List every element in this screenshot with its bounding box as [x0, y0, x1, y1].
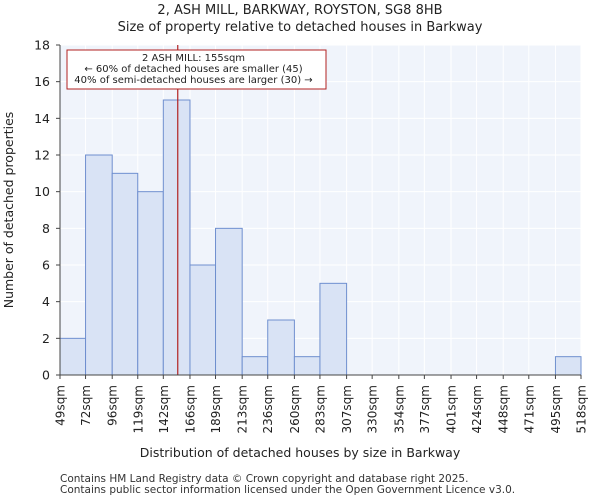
- x-tick-label: 96sqm: [106, 385, 120, 426]
- bar-236sqm: [267, 319, 295, 376]
- y-tick-label: 8: [42, 221, 50, 236]
- annotation-line-3: 40% of semi-detached houses are larger (…: [74, 75, 312, 86]
- bar-72sqm: [85, 154, 113, 376]
- x-tick-label: 518sqm: [575, 385, 589, 433]
- x-tick-label: 424sqm: [470, 385, 484, 433]
- x-tick-label: 49sqm: [54, 385, 68, 426]
- x-tick-label: 471sqm: [522, 385, 536, 433]
- x-tick-label: 283sqm: [313, 385, 327, 433]
- y-tick-label: 10: [34, 184, 50, 199]
- y-axis-label: Number of detached properties: [1, 112, 16, 309]
- chart-title: 2, ASH MILL, BARKWAY, ROYSTON, SG8 8HB: [157, 3, 443, 18]
- y-tick-label: 18: [34, 38, 50, 53]
- x-tick-label: 166sqm: [183, 385, 197, 433]
- gridlines: [59, 44, 582, 376]
- y-tick-label: 0: [42, 368, 50, 383]
- marker: 2 ASH MILL: 155sqm← 60% of detached hous…: [66, 45, 327, 375]
- bar-189sqm: [215, 227, 243, 376]
- y-tick-label: 2: [42, 331, 50, 346]
- axes: 0 2 4 6 8 10 12 14 16 18 49sqm 72sqm 96sqm 119sqm 142s…: [34, 38, 588, 434]
- x-tick-label: 495sqm: [549, 385, 563, 433]
- bar-96sqm: [111, 172, 139, 376]
- x-tick-label: 119sqm: [131, 385, 145, 433]
- x-tick-label: 236sqm: [261, 385, 275, 433]
- histogram-chart: 2 ASH MILL: 155sqm← 60% of detached hous…: [1, 38, 589, 461]
- x-tick-label: 401sqm: [445, 385, 459, 433]
- footer-line-2: Contains public sector information licen…: [60, 484, 516, 496]
- bar-49sqm: [59, 337, 87, 376]
- annotation-line-1: 2 ASH MILL: 155sqm: [142, 53, 245, 64]
- bar-119sqm: [137, 191, 164, 376]
- x-tick-label: 213sqm: [236, 385, 250, 433]
- bar-213sqm: [241, 356, 269, 376]
- y-tick-label: 12: [34, 148, 50, 163]
- x-tick-label: 448sqm: [497, 385, 511, 433]
- annotation-line-2: ← 60% of detached houses are smaller (45…: [84, 64, 302, 75]
- y-tick-label: 14: [34, 111, 50, 126]
- annotation-box: [66, 49, 327, 90]
- footer-line-1: Contains HM Land Registry data © Crown c…: [60, 473, 469, 485]
- x-tick-label: 260sqm: [288, 385, 302, 433]
- y-tick-label: 16: [34, 74, 50, 89]
- y-tick-label: 4: [42, 294, 50, 309]
- bar-283sqm: [319, 282, 348, 376]
- x-tick-label: 307sqm: [340, 385, 354, 433]
- bar-495sqm: [554, 356, 582, 376]
- x-tick-label: 330sqm: [366, 385, 380, 433]
- bar-260sqm: [293, 356, 321, 376]
- x-tick-label: 354sqm: [392, 385, 406, 433]
- y-tick-label: 6: [42, 258, 50, 273]
- x-tick-label: 377sqm: [418, 385, 432, 433]
- bar-142sqm: [162, 99, 191, 376]
- x-axis-label: Distribution of detached houses by size …: [140, 445, 461, 460]
- x-tick-label: 189sqm: [209, 385, 223, 433]
- bar-166sqm: [189, 264, 217, 376]
- chart-subtitle: Size of property relative to detached ho…: [117, 20, 483, 35]
- bars: [59, 99, 582, 376]
- x-tick-label: 142sqm: [157, 385, 171, 433]
- x-tick-label: 72sqm: [79, 385, 93, 426]
